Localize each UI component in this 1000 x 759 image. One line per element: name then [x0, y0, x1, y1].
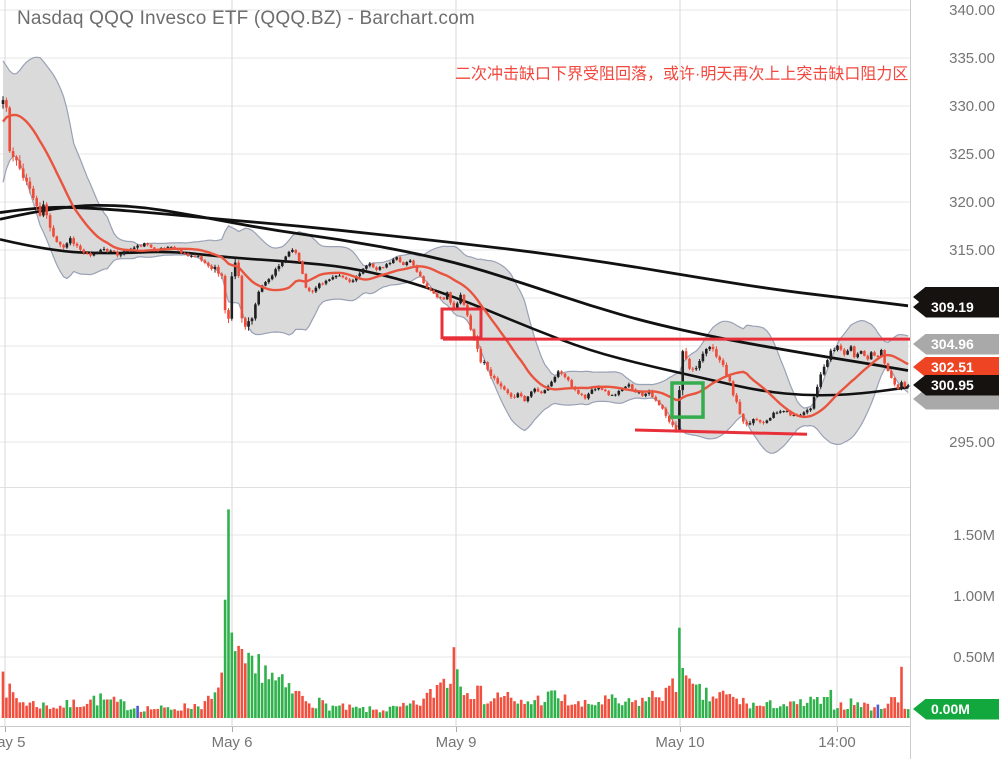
price-tick-label: 325.00 — [949, 146, 995, 163]
time-label: 14:00 — [818, 734, 856, 751]
price-tick-label: 340.00 — [949, 2, 995, 19]
price-tick-label: 335.00 — [949, 50, 995, 67]
volume-zero-tag: 0.00M — [913, 698, 999, 720]
green-reversal-box — [670, 381, 705, 419]
volume-tick-label: 1.00M — [953, 588, 995, 605]
volume-pane[interactable] — [0, 487, 910, 727]
price-tick-label: 315.00 — [949, 242, 995, 259]
time-label: May 6 — [211, 734, 253, 751]
support-trendline — [634, 428, 808, 436]
ma-mid — [0, 203, 909, 372]
price-tick-label: 330.00 — [949, 98, 995, 115]
right-price-axis[interactable]: 340.00 335.00 330.00 325.00 320.00 315.00 295.… — [910, 0, 1000, 759]
volume-bars — [1, 509, 910, 718]
bollinger-band — [2, 56, 909, 454]
drawn-text-annotation[interactable]: 二次冲击缺口下界受阻回落，或许·明天再次上上突击缺口阻力区 — [455, 66, 909, 83]
price-pane[interactable] — [0, 0, 910, 487]
candles — [1, 96, 910, 433]
volume-tick-label: 1.50M — [953, 527, 995, 544]
time-label: May 9 — [435, 734, 477, 751]
time-label: May 5 — [0, 734, 26, 751]
volume-tick-label: 0.50M — [953, 649, 995, 666]
red-moving-average — [2, 113, 909, 419]
time-tick — [837, 727, 838, 732]
ma-slow — [0, 205, 909, 308]
price-tick-label: 295.00 — [949, 434, 995, 451]
time-tick — [5, 727, 6, 732]
time-tick — [680, 727, 681, 732]
price-tag: 302.51 — [913, 356, 999, 378]
user-drawings[interactable] — [440, 307, 910, 436]
chart-title: Nasdaq QQQ Invesco ETF (QQQ.BZ) - Barcha… — [17, 8, 475, 29]
time-tick — [232, 727, 233, 732]
price-tag: 304.96 — [913, 333, 999, 355]
ma-fast — [0, 238, 909, 397]
time-label: May 10 — [655, 734, 705, 751]
time-tick — [456, 727, 457, 732]
price-tag: 300.95 — [913, 374, 999, 396]
price-tick-label: 320.00 — [949, 194, 995, 211]
price-tag: 309.19 — [913, 296, 999, 318]
